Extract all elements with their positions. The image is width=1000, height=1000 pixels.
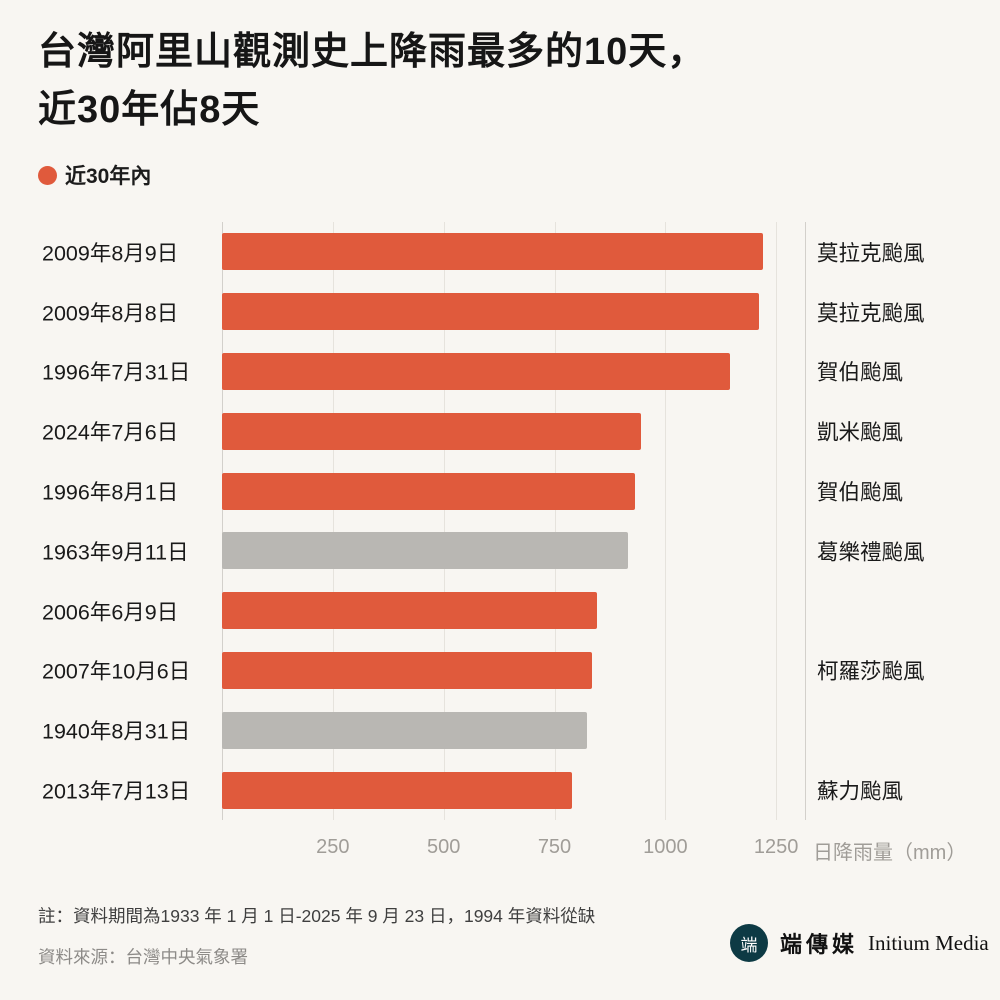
gridline [554,222,556,820]
logo-glyph: 端 [740,935,758,955]
rainfall-bar [222,771,573,809]
bar-zone [222,521,805,581]
row-date-label: 1996年7月31日 [42,360,191,385]
gridline [776,222,778,820]
chart-row: 2009年8月9日 莫拉克颱風 [0,222,1000,282]
chart-row: 1963年9月11日 葛樂禮颱風 [0,521,1000,581]
rainfall-bar [222,233,763,271]
rainfall-bar [222,293,760,331]
chart-row: 1940年8月31日 [0,700,1000,760]
rainfall-bar [222,651,592,689]
rainfall-bar [222,412,641,450]
chart-row: 2013年7月13日 蘇力颱風 [0,760,1000,820]
gridline [332,222,334,820]
x-axis: 250 500 750 1000 1250 [222,836,805,868]
page-title-line2: 近30年佔8天 [38,88,261,131]
bar-chart: 2009年8月9日 莫拉克颱風 2009年8月8日 莫拉克颱風 1996年7月31日 賀伯… [0,222,1000,872]
row-date-label: 2009年8月8日 [42,301,179,326]
y-axis-line [222,222,223,820]
row-date-label: 2013年7月13日 [42,779,191,804]
x-axis-tick-label: 750 [537,836,572,858]
x-axis-tick-label: 250 [316,836,350,858]
bar-zone [222,760,805,820]
initium-circle-logo-icon: 端 [730,924,768,962]
chart-row: 2024年7月6日 凱米颱風 [0,401,1000,461]
x-axis-tick-label: 1000 [643,836,688,858]
row-date-label: 2009年8月9日 [42,241,179,266]
typhoon-label: 柯羅莎颱風 [817,659,925,684]
row-date-label: 2024年7月6日 [42,420,179,445]
typhoon-label: 莫拉克颱風 [817,241,925,266]
row-date-label: 2006年6月9日 [42,600,179,625]
chart-gridlines [222,222,806,820]
bar-zone [222,342,805,402]
rainfall-bar [222,711,588,749]
x-axis-tick-label: 500 [426,836,461,858]
brand: 端 端傳媒 Initium Media [730,924,989,962]
bar-zone [222,641,805,701]
page-title-line1: 台灣阿里山觀測史上降雨最多的10天， [38,31,707,73]
typhoon-label: 蘇力颱風 [817,779,904,804]
chart-row: 1996年8月1日 賀伯颱風 [0,461,1000,521]
bar-zone [222,461,805,521]
bar-zone [222,700,805,760]
gridline [665,222,667,820]
x-axis-tick-label: 1250 [753,836,799,858]
legend: 近30年內 [38,160,151,190]
rainfall-bar [222,352,730,390]
rainfall-bar [222,472,636,510]
row-date-label: 1996年8月1日 [42,480,179,505]
chart-right-border [805,222,806,820]
legend-dot-icon [38,165,57,185]
gridline [443,222,445,820]
x-axis-unit-label: 日降雨量（mm） [813,842,967,864]
chart-row: 2007年10月6日 柯羅莎颱風 [0,641,1000,701]
chart-rows: 2009年8月9日 莫拉克颱風 2009年8月8日 莫拉克颱風 1996年7月31日 賀伯… [0,222,1000,820]
chart-row: 2009年8月8日 莫拉克颱風 [0,282,1000,342]
bar-zone [222,401,805,461]
rainfall-bar [222,532,628,570]
rainfall-bar [222,592,598,630]
typhoon-label: 凱米颱風 [817,420,904,445]
typhoon-label: 賀伯颱風 [817,360,904,385]
bar-zone [222,282,805,342]
brand-name-en: Initium Media [868,930,989,955]
chart-row: 2006年6月9日 [0,581,1000,641]
row-date-label: 2007年10月6日 [42,659,191,684]
chart-row: 1996年7月31日 賀伯颱風 [0,342,1000,402]
typhoon-label: 賀伯颱風 [817,480,904,505]
brand-name-zh: 端傳媒 [780,932,859,957]
bar-zone [222,581,805,641]
data-source: 資料來源：台灣中央氣象署 [38,947,248,967]
bar-zone [222,222,805,282]
page-title: 台灣阿里山觀測史上降雨最多的10天， 近30年佔8天 [38,24,706,140]
legend-label: 近30年內 [65,165,152,188]
typhoon-label: 葛樂禮颱風 [817,540,925,565]
row-date-label: 1940年8月31日 [42,719,191,744]
footnote: 註：資料期間為1933 年 1 月 1 日-2025 年 9 月 23 日，19… [38,906,596,926]
typhoon-label: 莫拉克颱風 [817,301,925,326]
row-date-label: 1963年9月11日 [42,540,189,565]
